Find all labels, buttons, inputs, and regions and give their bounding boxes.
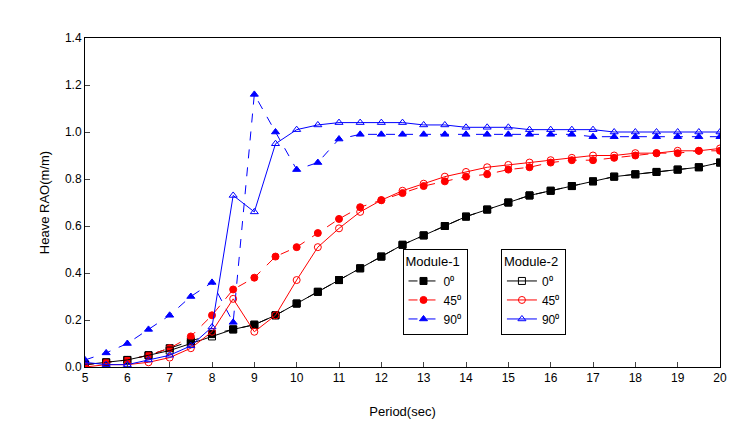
svg-text:9: 9 bbox=[251, 371, 258, 385]
svg-text:18: 18 bbox=[629, 371, 643, 385]
svg-text:0.6: 0.6 bbox=[65, 219, 82, 233]
svg-text:Module-2: Module-2 bbox=[504, 254, 558, 269]
svg-text:20: 20 bbox=[713, 371, 727, 385]
svg-text:7: 7 bbox=[166, 371, 173, 385]
svg-text:12: 12 bbox=[375, 371, 389, 385]
svg-text:17: 17 bbox=[586, 371, 600, 385]
svg-text:16: 16 bbox=[544, 371, 558, 385]
svg-text:19: 19 bbox=[671, 371, 685, 385]
svg-text:0⁰: 0⁰ bbox=[542, 275, 553, 289]
svg-text:Module-1: Module-1 bbox=[406, 254, 460, 269]
svg-text:90⁰: 90⁰ bbox=[444, 313, 461, 327]
svg-text:5: 5 bbox=[82, 371, 89, 385]
svg-text:0.2: 0.2 bbox=[65, 313, 82, 327]
svg-text:6: 6 bbox=[124, 371, 131, 385]
svg-text:Period(sec): Period(sec) bbox=[369, 404, 435, 419]
svg-text:90⁰: 90⁰ bbox=[542, 313, 559, 327]
svg-text:10: 10 bbox=[290, 371, 304, 385]
svg-text:11: 11 bbox=[333, 371, 346, 385]
svg-text:8: 8 bbox=[209, 371, 216, 385]
svg-text:0⁰: 0⁰ bbox=[444, 275, 455, 289]
svg-text:0.0: 0.0 bbox=[65, 360, 82, 374]
svg-text:0.8: 0.8 bbox=[65, 172, 82, 186]
svg-text:15: 15 bbox=[502, 371, 516, 385]
svg-text:0.4: 0.4 bbox=[65, 266, 82, 280]
svg-text:14: 14 bbox=[459, 371, 473, 385]
svg-text:1.2: 1.2 bbox=[65, 78, 82, 92]
svg-text:45⁰: 45⁰ bbox=[444, 294, 461, 308]
svg-text:45⁰: 45⁰ bbox=[542, 294, 559, 308]
svg-text:1.0: 1.0 bbox=[65, 125, 82, 139]
svg-text:1.4: 1.4 bbox=[65, 31, 82, 45]
svg-text:13: 13 bbox=[417, 371, 431, 385]
svg-text:Heave RAO(m/m): Heave RAO(m/m) bbox=[37, 151, 52, 254]
